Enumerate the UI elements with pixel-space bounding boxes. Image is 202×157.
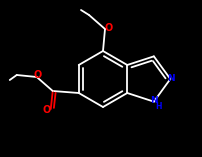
Text: O: O <box>34 70 42 80</box>
Text: N: N <box>150 96 157 105</box>
Text: H: H <box>155 102 161 111</box>
Text: O: O <box>42 105 51 115</box>
Text: O: O <box>104 23 113 33</box>
Text: N: N <box>166 74 174 83</box>
